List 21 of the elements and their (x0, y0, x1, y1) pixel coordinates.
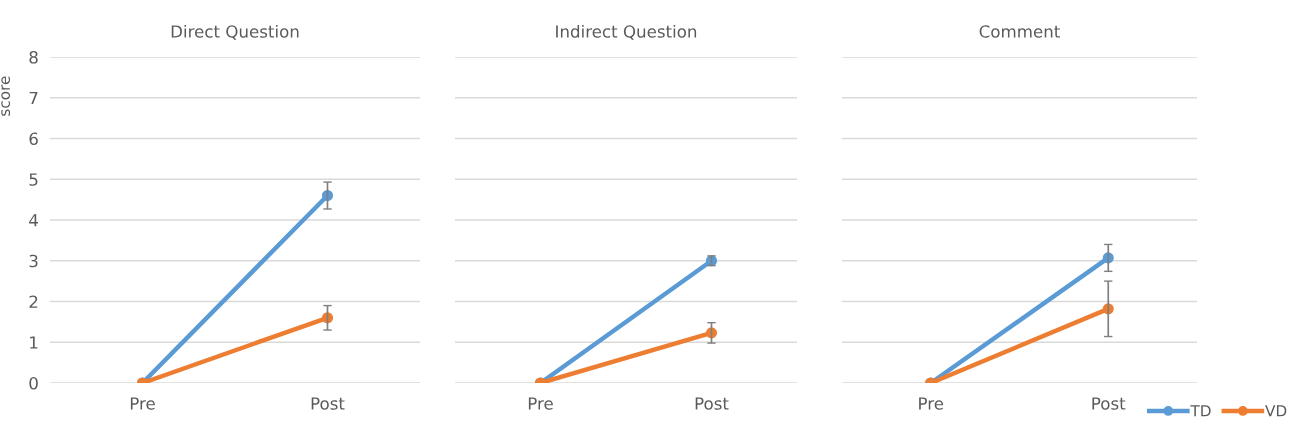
y-tick-label: 6 (29, 132, 38, 146)
x-tick-label: Pre (528, 397, 553, 410)
legend-label: VD (1265, 405, 1287, 417)
x-tick-label: Post (1092, 397, 1126, 410)
y-tick-label: 3 (29, 254, 38, 268)
x-tick-label: Post (695, 397, 729, 410)
x-tick-label: Pre (130, 397, 155, 410)
x-tick-label: Pre (919, 397, 944, 410)
y-tick-label: 2 (29, 295, 38, 308)
y-axis-title: score (1, 76, 11, 116)
chart-title: Direct Question (171, 24, 299, 40)
y-tick-label: 7 (29, 91, 38, 105)
y-tick-label: 0 (29, 376, 38, 390)
x-tick-label: Post (311, 397, 345, 410)
y-tick-label: 5 (29, 173, 38, 186)
chart-title: Indirect Question (556, 24, 697, 40)
y-tick-label: 1 (30, 336, 38, 349)
chart-title: Comment (979, 25, 1060, 38)
y-tick-label: 8 (29, 50, 38, 64)
legend-label: TD (1190, 405, 1211, 417)
y-tick-label: 4 (29, 214, 38, 227)
